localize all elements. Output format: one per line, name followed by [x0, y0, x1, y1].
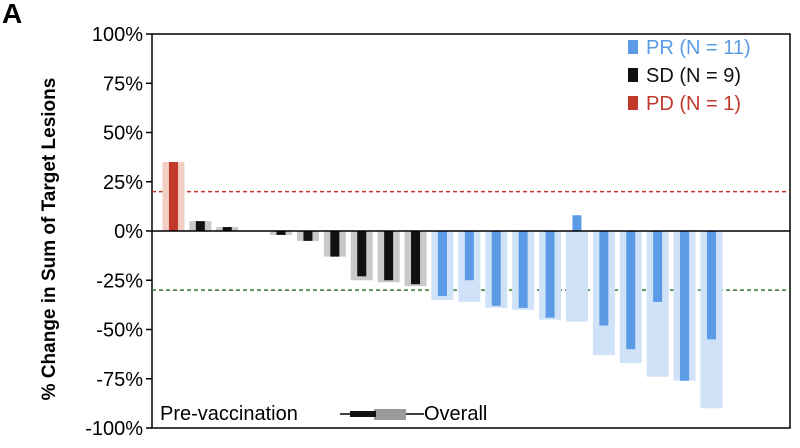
bar-legend-pre-swatch [350, 411, 376, 417]
bar-pre-vaccination-2 [195, 221, 205, 231]
y-axis-title: % Change in Sum of Target Lesions [39, 78, 60, 401]
bar-pre-vaccination-18 [626, 231, 636, 350]
bar-pre-vaccination-15 [545, 231, 555, 318]
y-tick-label: 50% [103, 123, 143, 145]
legend-swatch-pr [628, 40, 638, 54]
y-tick-label: -50% [96, 320, 143, 342]
bar-pre-vaccination-17 [599, 231, 609, 326]
legend-swatch-sd [628, 68, 638, 82]
bar-pre-vaccination-10 [411, 231, 421, 285]
bar-pre-vaccination-8 [357, 231, 367, 277]
bar-pre-vaccination-14 [518, 231, 528, 308]
y-tick-label: 0% [114, 221, 143, 243]
bar-pre-vaccination-13 [491, 231, 501, 306]
bar-pre-vaccination-9 [384, 231, 394, 281]
bar-pre-vaccination-21 [706, 231, 716, 340]
bar-legend-right-label: Overall [424, 403, 487, 425]
legend-label-pd: PD (N = 1) [646, 93, 741, 115]
bar-pre-vaccination-5 [276, 231, 286, 235]
y-tick-label: 100% [92, 24, 143, 46]
legend-label-pr: PR (N = 11) [646, 37, 751, 59]
bar-pre-vaccination-19 [653, 231, 663, 302]
bar-overall-16 [565, 231, 588, 322]
y-tick-label: -75% [96, 369, 143, 391]
bar-pre-vaccination-12 [464, 231, 474, 281]
y-tick-label: 25% [103, 172, 143, 194]
y-tick-label: -100% [85, 418, 143, 440]
bar-pre-vaccination-3 [222, 227, 232, 231]
y-tick-label: 75% [103, 73, 143, 95]
bar-pre-vaccination-1 [168, 162, 178, 231]
legend-label-sd: SD (N = 9) [646, 65, 741, 87]
bar-legend-overall-swatch [374, 409, 406, 420]
y-tick-label: -25% [96, 270, 143, 292]
bar-pre-vaccination-11 [437, 231, 447, 297]
legend-swatch-pd [628, 96, 638, 110]
bar-pre-vaccination-16 [572, 215, 582, 231]
bar-legend-left-label: Pre-vaccination [160, 403, 298, 425]
panel-label: A [2, 0, 23, 29]
bar-pre-vaccination-7 [330, 231, 340, 257]
bar-pre-vaccination-20 [680, 231, 690, 381]
bar-overall-19 [646, 231, 669, 377]
bar-pre-vaccination-6 [303, 231, 313, 241]
